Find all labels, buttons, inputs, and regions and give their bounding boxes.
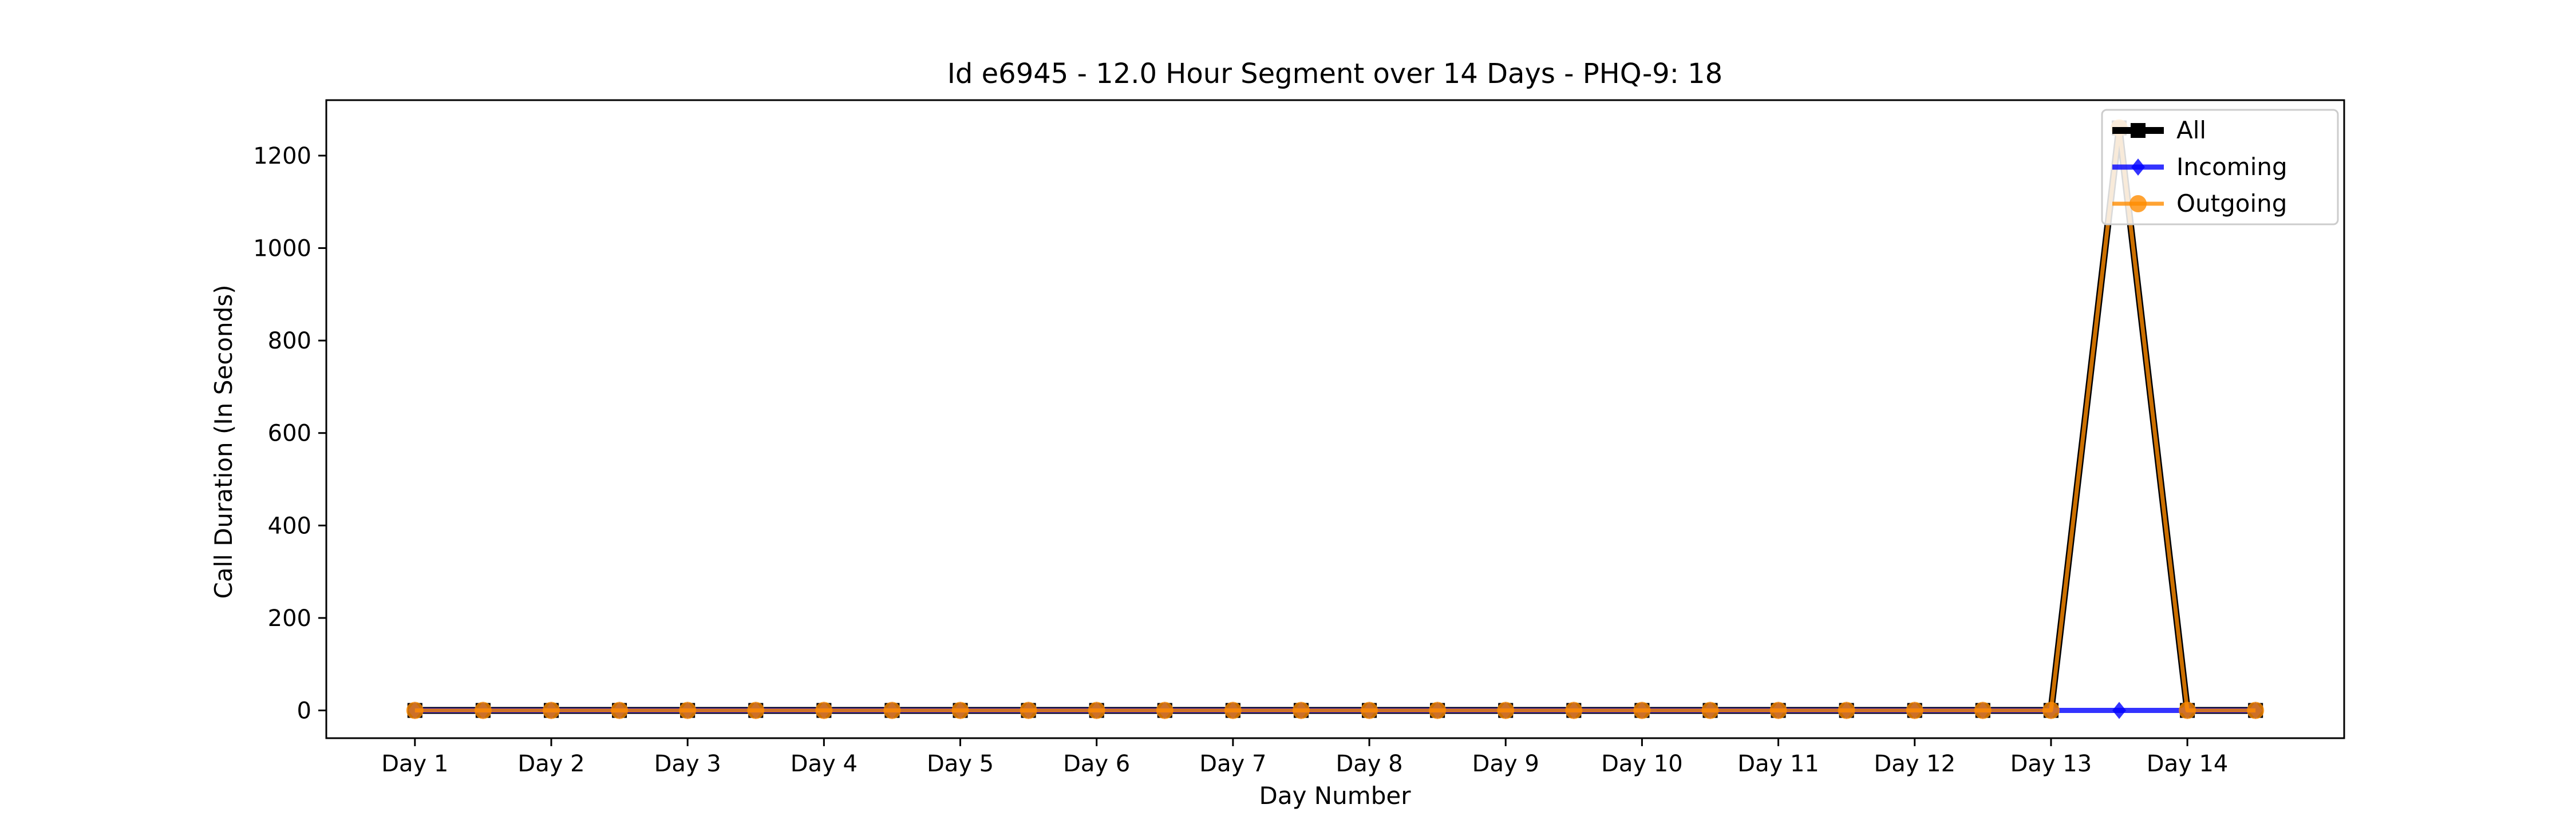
legend-label: All: [2176, 116, 2206, 144]
data-point-outgoing: [951, 702, 969, 719]
data-point-outgoing: [1224, 702, 1242, 719]
x-tick-label: Day 5: [927, 751, 994, 777]
series-all: [407, 120, 2263, 718]
data-point-outgoing: [1292, 702, 1310, 719]
data-point-outgoing: [1565, 702, 1583, 719]
legend-marker: [2131, 159, 2145, 176]
legend-item: Outgoing: [2112, 189, 2287, 217]
x-tick-label: Day 6: [1063, 751, 1130, 777]
plot-area: 0 200 400 600 800 1000 1200 Day 1 Day 2 Day 3 Day …: [253, 99, 2345, 777]
x-tick-label: Day 4: [791, 751, 858, 777]
y-tick-label: 400: [268, 513, 311, 539]
x-tick-label: Day 14: [2147, 751, 2229, 777]
x-tick-label: Day 13: [2010, 751, 2092, 777]
data-point-outgoing: [2042, 702, 2060, 719]
data-point-outgoing: [679, 702, 697, 719]
legend-label: Incoming: [2176, 153, 2287, 181]
data-point-outgoing: [1838, 702, 1855, 719]
data-point-outgoing: [1020, 702, 1037, 719]
legend-label: Outgoing: [2176, 189, 2287, 217]
data-point-outgoing: [1156, 702, 1174, 719]
data-point-outgoing: [1906, 702, 1923, 719]
y-tick-label: 600: [268, 421, 311, 447]
data-point-incoming: [2112, 702, 2127, 719]
y-tick-label: 200: [268, 605, 311, 632]
legend-marker: [2129, 195, 2147, 212]
legend: All Incoming Outgoing: [2101, 109, 2339, 225]
series-line-all: [414, 124, 2256, 714]
data-point-outgoing: [2179, 702, 2196, 719]
data-point-outgoing: [2247, 702, 2265, 719]
x-tick-label: Day 12: [1874, 751, 1955, 777]
x-tick-label: Day 1: [381, 751, 448, 777]
data-point-outgoing: [611, 702, 629, 719]
series-outgoing: [406, 119, 2265, 719]
legend-box: [2101, 109, 2339, 225]
y-tick-label: 800: [268, 328, 311, 354]
y-tick-label: 1200: [253, 143, 311, 169]
data-point-outgoing: [747, 702, 765, 719]
data-point-outgoing: [406, 702, 424, 719]
x-tick-label: Day 2: [517, 751, 584, 777]
data-point-outgoing: [1633, 702, 1651, 719]
x-tick-label: Day 3: [654, 751, 721, 777]
data-point-outgoing: [474, 702, 492, 719]
data-point-outgoing: [1769, 702, 1787, 719]
x-tick-label: Day 8: [1336, 751, 1402, 777]
x-tick-label: Day 7: [1199, 751, 1266, 777]
data-point-outgoing: [883, 702, 901, 719]
data-point-outgoing: [815, 702, 833, 719]
legend-item: Incoming: [2112, 153, 2287, 181]
data-point-outgoing: [1088, 702, 1105, 719]
chart-title: Id e6945 - 12.0 Hour Segment over 14 Day…: [947, 58, 1722, 90]
data-point-outgoing: [1497, 702, 1515, 719]
x-tick-label: Day 9: [1472, 751, 1539, 777]
x-axis-label: Day Number: [1259, 782, 1411, 810]
y-tick-label: 1000: [253, 236, 311, 262]
data-point-outgoing: [1974, 702, 1992, 719]
y-tick-label: 0: [297, 698, 311, 724]
legend-item: All: [2112, 116, 2206, 144]
x-tick-label: Day 11: [1737, 751, 1819, 777]
series-line-outgoing: [414, 125, 2256, 713]
data-point-outgoing: [1361, 702, 1378, 719]
y-axis-label: Call Duration (In Seconds): [210, 284, 238, 599]
data-point-outgoing: [1429, 702, 1447, 719]
plot-frame: [325, 99, 2345, 739]
data-point-outgoing: [1701, 702, 1719, 719]
legend-marker: [2131, 123, 2146, 138]
x-tick-label: Day 10: [1601, 751, 1683, 777]
data-point-outgoing: [542, 702, 560, 719]
